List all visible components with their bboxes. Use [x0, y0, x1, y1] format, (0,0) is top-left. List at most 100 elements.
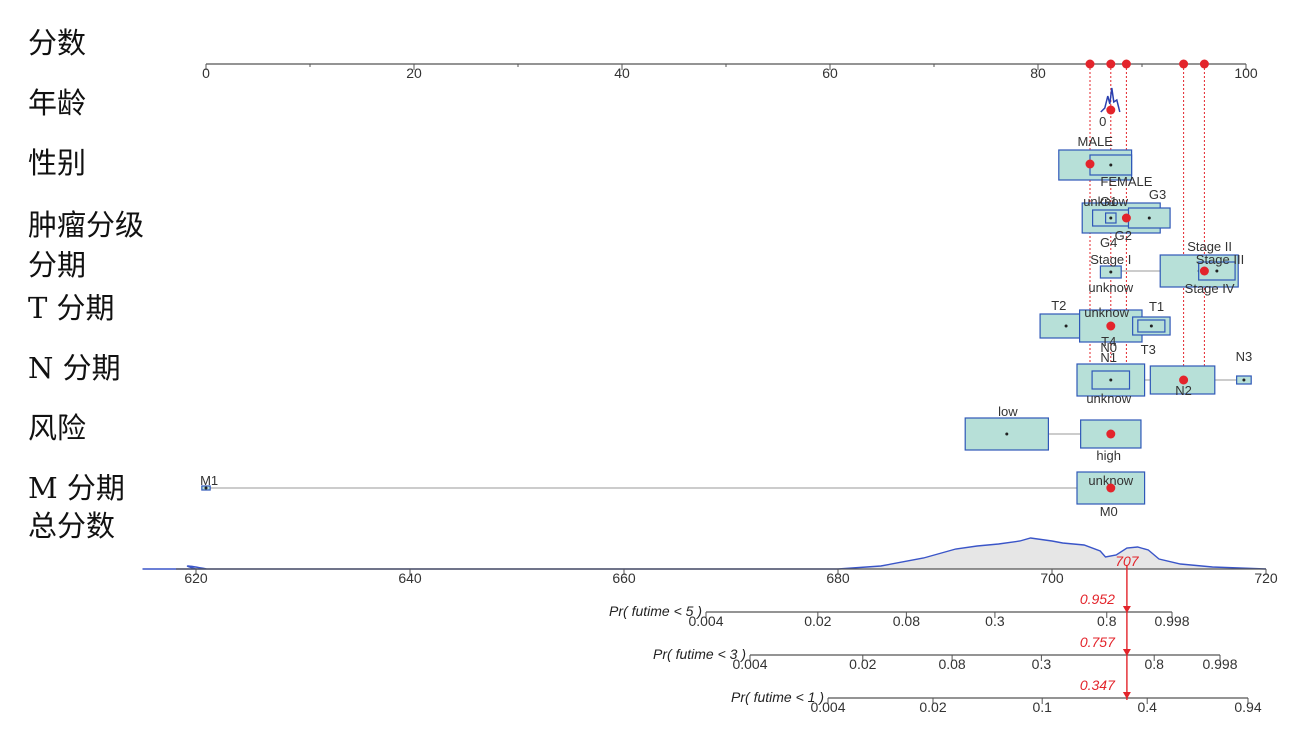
stage-unknow-label: unknow — [1088, 280, 1133, 295]
t-selected-marker — [1106, 321, 1116, 331]
m-selected-marker — [1106, 483, 1116, 493]
probability-axis-tick-label: 0.004 — [732, 656, 767, 672]
total-axis-tick-label: 660 — [612, 570, 636, 586]
points-axis-tick-label: 40 — [614, 65, 630, 81]
selected-points-marker — [1106, 59, 1116, 69]
t2-label: T2 — [1051, 298, 1066, 313]
probability-axis-tick-label: 0.94 — [1234, 699, 1261, 715]
row-label: M 分期 — [28, 471, 125, 505]
probability-axis-tick-label: 0.8 — [1144, 656, 1164, 672]
total-density-area — [142, 538, 1266, 569]
total-axis-tick-label: 640 — [398, 570, 422, 586]
probability-axis-tick-label: 0.998 — [1202, 656, 1237, 672]
t1-inner-center — [1149, 324, 1153, 328]
n0-label: N0 — [1100, 340, 1117, 355]
points-axis-tick-label: 80 — [1030, 65, 1046, 81]
age-distribution-line — [1100, 87, 1121, 113]
points-axis-tick-label: 60 — [822, 65, 838, 81]
row-label: 性别 — [28, 146, 86, 180]
probability-axis-tick-label: 0.8 — [1097, 613, 1117, 629]
probability-axis-tick-label: 0.02 — [919, 699, 946, 715]
grade-g4-label: G4 — [1100, 235, 1117, 250]
total-axis-tick-label: 720 — [1254, 570, 1278, 586]
n3-label: N3 — [1236, 349, 1253, 364]
row-label: 风险 — [28, 411, 86, 445]
sex-female-label: FEMALE — [1100, 174, 1152, 189]
n-selected-marker — [1179, 375, 1189, 385]
n1-center — [1109, 378, 1113, 382]
grade-g3-label: G3 — [1149, 187, 1166, 202]
selected-points-marker — [1121, 59, 1131, 69]
stage-iii-center — [1215, 269, 1219, 273]
row-label: 分数 — [28, 26, 86, 60]
row-label: T 分期 — [28, 291, 115, 325]
probability-axis-tick-label: 0.004 — [810, 699, 845, 715]
grade-g3-center — [1147, 216, 1151, 220]
probability-axis-tick-label: 0.08 — [893, 613, 920, 629]
t3-label: T3 — [1141, 342, 1156, 357]
risk-high-label: high — [1096, 448, 1121, 463]
n3-center — [1242, 378, 1246, 382]
selected-points-marker — [1085, 59, 1095, 69]
probability-result-value: 0.952 — [1080, 591, 1115, 607]
probability-axis-tick-label: 0.004 — [688, 613, 723, 629]
grade-g1-label: G1 — [1100, 194, 1117, 209]
total-axis-tick-label: 620 — [184, 570, 208, 586]
grade-g2-label: G2 — [1115, 228, 1132, 243]
row-label: 肿瘤分级 — [28, 208, 144, 242]
grade-g4-center — [1109, 216, 1113, 220]
t1-label: T1 — [1149, 299, 1164, 314]
sex-male-label: MALE — [1077, 134, 1113, 149]
selected-points-marker — [1179, 59, 1189, 69]
m0-label: M0 — [1100, 504, 1118, 519]
row-label: 总分数 — [28, 509, 115, 543]
stage-i-center — [1109, 270, 1113, 274]
n1-label: N1 — [1100, 350, 1117, 365]
m1-center — [204, 486, 208, 490]
probability-axis-tick-label: 0.1 — [1032, 699, 1052, 715]
m1-label: M1 — [200, 473, 218, 488]
grade-selected-marker — [1121, 213, 1131, 223]
selected-points-marker — [1199, 59, 1209, 69]
sex-female-center — [1109, 163, 1113, 167]
probability-axis-label: Pr( futime < 3 ) — [653, 646, 746, 662]
points-axis-tick-label: 0 — [202, 65, 210, 81]
grade-unknow-label: unknow — [1083, 194, 1128, 209]
probability-axis-tick-label: 0.3 — [985, 613, 1005, 629]
total-density-line — [142, 537, 1267, 570]
points-axis-tick-label: 20 — [406, 65, 422, 81]
row-label: 年龄 — [28, 86, 86, 120]
points-axis-tick-label: 100 — [1234, 65, 1258, 81]
total-selected-value: 707 — [1115, 553, 1140, 569]
probability-axis-label: Pr( futime < 5 ) — [609, 603, 702, 619]
probability-axis-label: Pr( futime < 1 ) — [731, 689, 824, 705]
risk-low-label: low — [998, 404, 1018, 419]
stage-ii-label: Stage II — [1187, 239, 1232, 254]
stage-iii-label: Stage III — [1196, 252, 1244, 267]
age-selected-marker — [1106, 105, 1116, 115]
probability-axis-tick-label: 0.02 — [849, 656, 876, 672]
n2-label: N2 — [1175, 383, 1192, 398]
sex-selected-marker — [1085, 159, 1095, 169]
probability-axis-tick-label: 0.4 — [1137, 699, 1157, 715]
probability-axis-tick-label: 0.08 — [938, 656, 965, 672]
age-tick-label: 0 — [1099, 114, 1106, 129]
probability-result-value: 0.757 — [1080, 634, 1116, 650]
row-label: 分期 — [28, 248, 86, 282]
total-axis-tick-label: 680 — [826, 570, 850, 586]
probability-result-value: 0.347 — [1080, 677, 1116, 693]
probability-axis-tick-label: 0.3 — [1032, 656, 1052, 672]
t4-label: T4 — [1101, 334, 1116, 349]
probability-axis-tick-label: 0.998 — [1154, 613, 1189, 629]
t2-center — [1064, 324, 1068, 328]
risk-low-center — [1005, 432, 1009, 436]
probability-axis-tick-label: 0.02 — [804, 613, 831, 629]
total-axis-tick-label: 700 — [1040, 570, 1064, 586]
stage-i-label: Stage I — [1090, 252, 1131, 267]
t-unknow-label: unknow — [1084, 305, 1129, 320]
row-label: N 分期 — [28, 351, 121, 385]
m-unknow-label: unknow — [1088, 473, 1133, 488]
n-unknow-label: unknow — [1086, 391, 1131, 406]
